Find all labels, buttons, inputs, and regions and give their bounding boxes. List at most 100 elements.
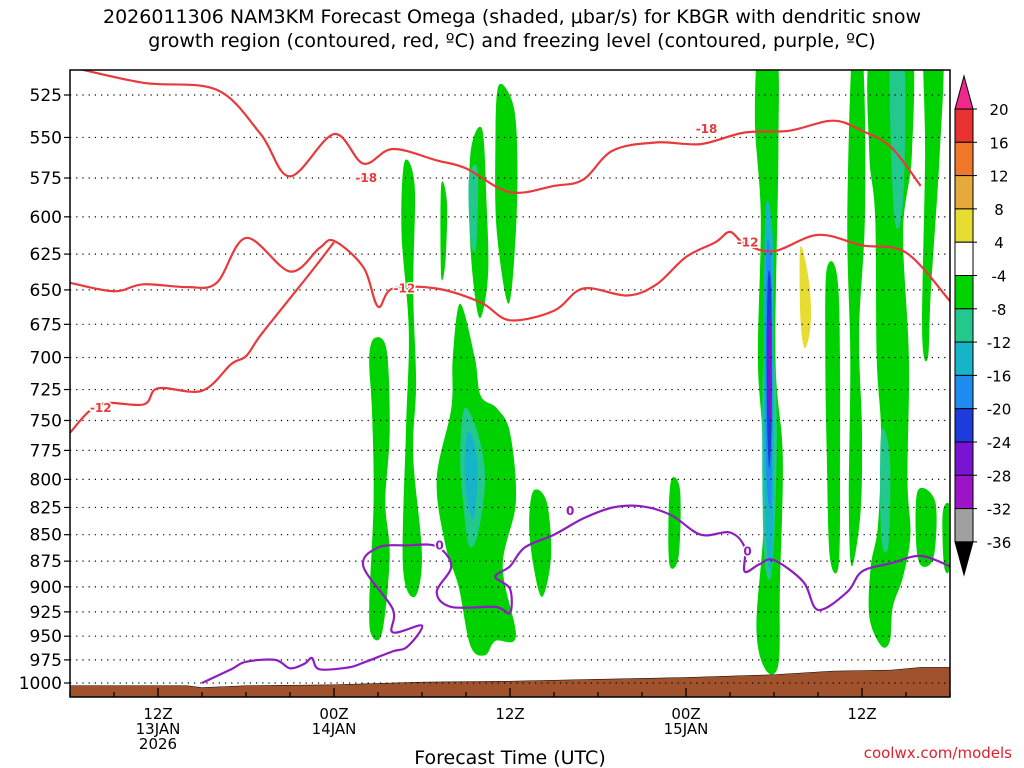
colorbar-segment-6 [954,308,974,343]
colorbar-segment-0 [954,108,974,143]
y-tick-label-600: 600 [30,208,62,228]
omega-region-4-0 [70,596,78,632]
omega-region-4-5 [678,303,695,409]
x-tick-label-42-0: 00Z [671,705,700,723]
y-tick-label-625: 625 [30,245,62,265]
x-axis-title: Forecast Time (UTC) [414,747,605,768]
colorbar-segment-10 [954,441,974,476]
dgz-contour-line-0 [79,70,922,194]
x-tick-label-6-2: 2026 [139,735,177,753]
colorbar-label-6: -8 [992,301,1007,319]
colorbar-label-11: -28 [987,467,1012,485]
omega-region-m4-12 [922,70,944,362]
y-tick-label-900: 900 [30,578,62,598]
colorbar-segment-7 [954,341,974,376]
freezing-label-b: 0 [566,504,574,518]
colorbar-label-2: 12 [989,168,1008,186]
colorbar-top-arrow [954,74,974,110]
omega-region-m4-14 [942,502,950,574]
omega-region-m4-5 [495,83,518,304]
chart-title-line1: 2026011306 NAM3KM Forecast Omega (shaded… [103,6,921,28]
omega-region-4-1 [136,129,153,313]
omega-region-4-7 [829,70,842,130]
terrain-fill [70,667,950,697]
colorbar: 20 16 12 8 4 -4 -8 -12 -16 -20 -24 -28 -32 -36 [954,74,1012,577]
freezing-level-contour-line-0 [201,504,950,684]
colorbar-label-12: -32 [987,501,1012,519]
omega-region-m4-9 [825,261,841,574]
colorbar-segment-12 [954,508,974,543]
site-credit: coolwx.com/models [863,744,1012,762]
y-axis: 525 550 575 600 625 650 675 700 725 750 775 800 825 8… [19,86,70,694]
terrain-layer [70,667,950,697]
colorbar-segment-11 [954,474,974,510]
colorbar-label-1: 16 [989,134,1008,152]
omega-region-8-0 [799,246,812,349]
omega-region-m8-3 [889,70,906,229]
colorbar-label-9: -20 [987,401,1012,419]
x-tick-label-6-1: 13JAN [136,720,181,738]
omega-region-4-8 [812,523,823,577]
y-tick-label-775: 775 [30,441,62,461]
y-tick-label-800: 800 [30,470,62,490]
y-tick-label-725: 725 [30,381,62,401]
y-tick-label-650: 650 [30,281,62,301]
colorbar-segment-4 [954,241,974,276]
omega-region-4-3 [566,120,602,364]
omega-region-4-4 [640,75,669,255]
x-tick-label-30-0: 12Z [495,705,524,723]
y-tick-label-850: 850 [30,526,62,546]
dgz-contour-line-1 [70,230,950,322]
omega-region-m8-4 [468,164,479,253]
y-tick-label-750: 750 [30,411,62,431]
x-tick-label-6-0: 12Z [143,705,172,723]
dgz-label-upper-right: -18 [696,122,718,136]
colorbar-label-7: -12 [987,334,1012,352]
omega-region-4-2 [196,70,233,275]
chart-title-line2: growth region (contoured, red, ºC) and f… [148,30,876,52]
y-tick-label-825: 825 [30,498,62,518]
colorbar-segment-8 [954,374,974,410]
colorbar-label-8: -16 [987,367,1012,385]
y-tick-label-1000: 1000 [19,674,62,694]
omega-region-m4-2 [440,181,448,281]
dgz-label-mid: -12 [394,281,416,295]
dgz-label-lower: -12 [90,401,112,415]
x-tick-label-54-0: 12Z [847,705,876,723]
colorbar-segment-5 [954,275,974,310]
x-tick-label-42-1: 15JAN [664,720,709,738]
y-tick-label-525: 525 [30,86,62,106]
x-tick-label-18-0: 00Z [319,705,348,723]
omega-region-m4-1 [401,159,423,598]
y-tick-label-700: 700 [30,349,62,369]
y-tick-label-975: 975 [30,651,62,671]
colorbar-segment-2 [954,175,974,210]
y-tick-label-550: 550 [30,128,62,148]
contour-layer: -18 -18 -12 -12 -12 0 0 0 [70,70,950,684]
dgz-contour-line-2 [70,241,335,434]
omega-region-m8-2 [880,428,891,553]
colorbar-label-13: -36 [987,534,1012,552]
colorbar-segment-9 [954,408,974,443]
y-tick-label-925: 925 [30,603,62,623]
colorbar-segment-1 [954,141,974,177]
colorbar-label-3: 8 [994,201,1004,219]
y-tick-label-875: 875 [30,552,62,572]
colorbar-label-10: -24 [987,434,1012,452]
colorbar-label-5: -4 [992,268,1007,286]
omega-region-m12-0 [464,431,478,520]
colorbar-label-4: 4 [994,234,1004,252]
colorbar-bottom-arrow [954,541,974,577]
omega-region-m4-0 [369,337,390,641]
y-tick-label-675: 675 [30,315,62,335]
omega-region-m4-10 [847,70,866,567]
freezing-label-a: 0 [435,538,443,552]
dgz-label-upper: -18 [355,171,377,185]
omega-region-m4-6 [529,489,552,598]
x-tick-label-18-1: 14JAN [312,720,357,738]
y-tick-label-575: 575 [30,169,62,189]
dgz-label-mid-right: -12 [737,235,759,249]
y-tick-label-950: 950 [30,627,62,647]
